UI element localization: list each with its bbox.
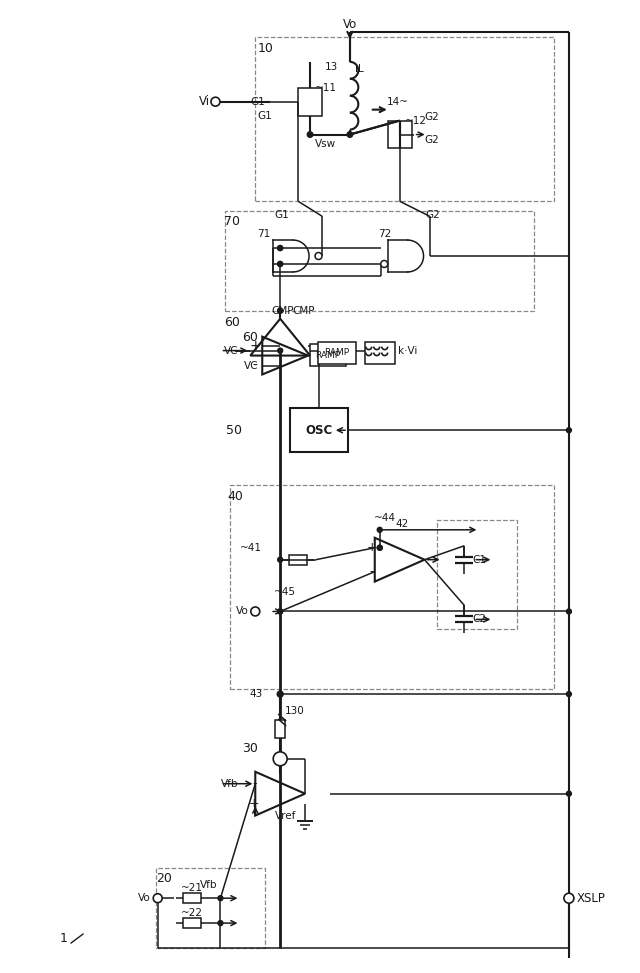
- Circle shape: [566, 428, 572, 433]
- Text: ~45: ~45: [274, 587, 296, 596]
- Text: 60: 60: [243, 331, 259, 344]
- Circle shape: [315, 253, 322, 260]
- Text: -: -: [252, 777, 257, 790]
- Text: ~21: ~21: [180, 883, 202, 893]
- Text: ~22: ~22: [180, 908, 202, 919]
- Circle shape: [278, 262, 283, 267]
- Text: +: +: [367, 541, 377, 555]
- Circle shape: [377, 545, 382, 550]
- Bar: [318, 342, 356, 364]
- Text: G2: G2: [425, 210, 440, 220]
- Circle shape: [211, 97, 220, 106]
- Text: ~41: ~41: [240, 543, 262, 553]
- Bar: [156, 868, 265, 948]
- Bar: [182, 893, 200, 903]
- Bar: [255, 37, 554, 201]
- Circle shape: [278, 308, 283, 313]
- Text: 10: 10: [257, 43, 273, 55]
- Text: 40: 40: [227, 490, 243, 503]
- Bar: [388, 121, 412, 149]
- Circle shape: [218, 896, 223, 901]
- Circle shape: [307, 131, 313, 137]
- Circle shape: [218, 920, 223, 925]
- Text: 70: 70: [225, 215, 241, 228]
- Bar: [230, 485, 554, 689]
- Text: Vsw: Vsw: [315, 139, 336, 150]
- Circle shape: [377, 545, 382, 550]
- Circle shape: [381, 261, 388, 268]
- Text: +: +: [249, 797, 260, 811]
- Text: ~12: ~12: [404, 116, 427, 126]
- Text: CMP: CMP: [292, 306, 315, 316]
- Text: XSLP: XSLP: [577, 891, 605, 905]
- Circle shape: [251, 607, 260, 616]
- Text: G1: G1: [275, 210, 289, 220]
- Circle shape: [347, 131, 353, 137]
- Circle shape: [153, 894, 162, 903]
- Text: 43: 43: [249, 689, 262, 699]
- Text: Vo: Vo: [343, 18, 357, 30]
- Text: CMP: CMP: [271, 306, 293, 316]
- Circle shape: [278, 609, 283, 614]
- Circle shape: [273, 752, 287, 766]
- Circle shape: [566, 791, 572, 796]
- Circle shape: [566, 692, 572, 697]
- Text: 50: 50: [227, 424, 243, 437]
- Text: k·Vi: k·Vi: [397, 345, 417, 355]
- Text: RAMP: RAMP: [316, 351, 340, 360]
- Text: Vfb: Vfb: [221, 778, 238, 789]
- Bar: [310, 343, 346, 366]
- Text: G2: G2: [424, 112, 439, 122]
- Bar: [182, 919, 200, 928]
- Circle shape: [278, 308, 283, 313]
- Text: VC: VC: [224, 345, 238, 355]
- Circle shape: [278, 245, 283, 250]
- Circle shape: [277, 691, 283, 697]
- Text: G1: G1: [258, 111, 273, 121]
- Bar: [438, 520, 517, 630]
- Text: -: -: [253, 358, 258, 373]
- Text: 42: 42: [395, 519, 408, 529]
- Bar: [289, 555, 307, 564]
- Text: Vi: Vi: [199, 95, 211, 108]
- Text: +: +: [250, 339, 261, 352]
- Circle shape: [564, 893, 574, 903]
- Text: Vo: Vo: [138, 893, 151, 903]
- Text: 72: 72: [378, 229, 391, 239]
- Text: IL: IL: [355, 64, 364, 74]
- Text: 13: 13: [324, 62, 338, 72]
- Text: VC: VC: [244, 361, 259, 371]
- Bar: [290, 409, 348, 452]
- Circle shape: [278, 245, 283, 250]
- Text: -: -: [369, 565, 374, 578]
- Text: Vfb: Vfb: [200, 881, 218, 890]
- Circle shape: [278, 609, 283, 614]
- Text: Vref: Vref: [275, 811, 296, 820]
- Text: RAMP: RAMP: [324, 348, 349, 357]
- Text: G2: G2: [424, 134, 439, 145]
- Text: C1: C1: [472, 555, 486, 564]
- Circle shape: [278, 262, 283, 267]
- Text: 60: 60: [225, 316, 241, 329]
- Text: C2: C2: [472, 614, 486, 625]
- Text: 1: 1: [59, 931, 67, 945]
- Text: 30: 30: [243, 742, 259, 755]
- Text: Vo: Vo: [236, 606, 249, 617]
- Text: 71: 71: [257, 229, 270, 239]
- Text: ~11: ~11: [315, 83, 337, 92]
- Text: 14~: 14~: [387, 96, 409, 107]
- Text: 20: 20: [156, 872, 172, 884]
- Text: OSC: OSC: [305, 424, 333, 437]
- Bar: [365, 342, 395, 364]
- Text: ~44: ~44: [374, 513, 396, 523]
- Bar: [298, 88, 322, 116]
- Text: 130: 130: [285, 706, 305, 716]
- Circle shape: [278, 348, 283, 353]
- Bar: [225, 211, 534, 310]
- Bar: [275, 720, 285, 738]
- Circle shape: [566, 609, 572, 614]
- Circle shape: [278, 558, 283, 562]
- Text: G1: G1: [250, 96, 265, 107]
- Circle shape: [377, 527, 382, 532]
